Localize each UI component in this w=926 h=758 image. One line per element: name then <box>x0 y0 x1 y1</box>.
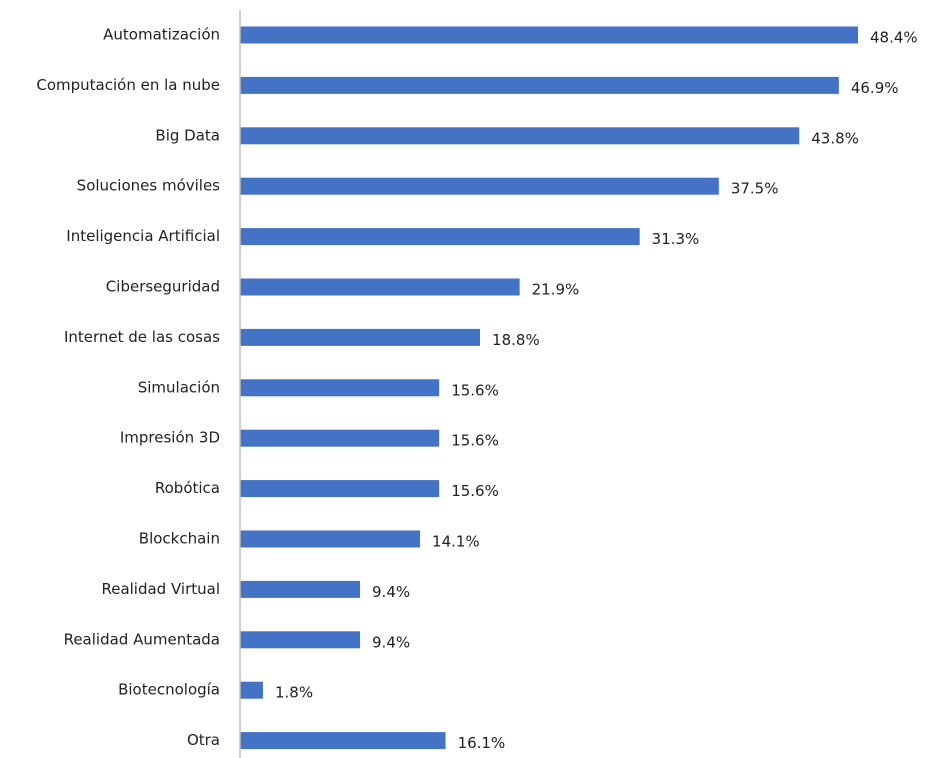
bar <box>240 379 440 397</box>
category-label: Ciberseguridad <box>106 278 220 296</box>
bar <box>240 278 520 296</box>
value-label: 9.4% <box>372 633 410 651</box>
value-label: 48.4% <box>870 29 918 47</box>
bar <box>240 328 481 346</box>
category-label: Blockchain <box>139 530 220 548</box>
category-label: Robótica <box>155 479 220 497</box>
bar <box>240 631 361 649</box>
value-label: 15.6% <box>451 432 499 450</box>
value-label: 18.8% <box>492 331 540 349</box>
bar <box>240 76 839 94</box>
category-label: Internet de las cosas <box>64 328 220 346</box>
bar <box>240 127 800 145</box>
bar <box>240 580 361 598</box>
bar <box>240 177 719 195</box>
bar <box>240 732 446 750</box>
category-label: Realidad Virtual <box>101 580 220 598</box>
category-label: Simulación <box>138 378 220 396</box>
bar <box>240 530 421 548</box>
value-label: 1.8% <box>275 684 313 702</box>
value-label: 14.1% <box>432 533 480 551</box>
value-label: 15.6% <box>451 381 499 399</box>
category-label: Soluciones móviles <box>77 177 221 195</box>
bar <box>240 480 440 498</box>
category-label: Realidad Aumentada <box>64 630 220 648</box>
value-label: 37.5% <box>731 180 779 198</box>
category-label: Computación en la nube <box>36 76 220 94</box>
category-label: Automatización <box>103 26 220 44</box>
category-label: Inteligencia Artificial <box>66 227 220 245</box>
category-label: Impresión 3D <box>120 429 220 447</box>
value-label: 31.3% <box>652 230 700 248</box>
category-label: Big Data <box>155 126 220 144</box>
bar <box>240 429 440 447</box>
value-label: 15.6% <box>451 482 499 500</box>
value-label: 21.9% <box>532 281 580 299</box>
category-label: Otra <box>187 731 220 749</box>
bar <box>240 681 263 699</box>
bar <box>240 228 640 246</box>
bar <box>240 26 858 44</box>
value-label: 16.1% <box>458 734 506 752</box>
value-label: 43.8% <box>811 129 859 147</box>
value-label: 46.9% <box>851 79 899 97</box>
value-label: 9.4% <box>372 583 410 601</box>
category-label: Biotecnología <box>118 681 220 699</box>
